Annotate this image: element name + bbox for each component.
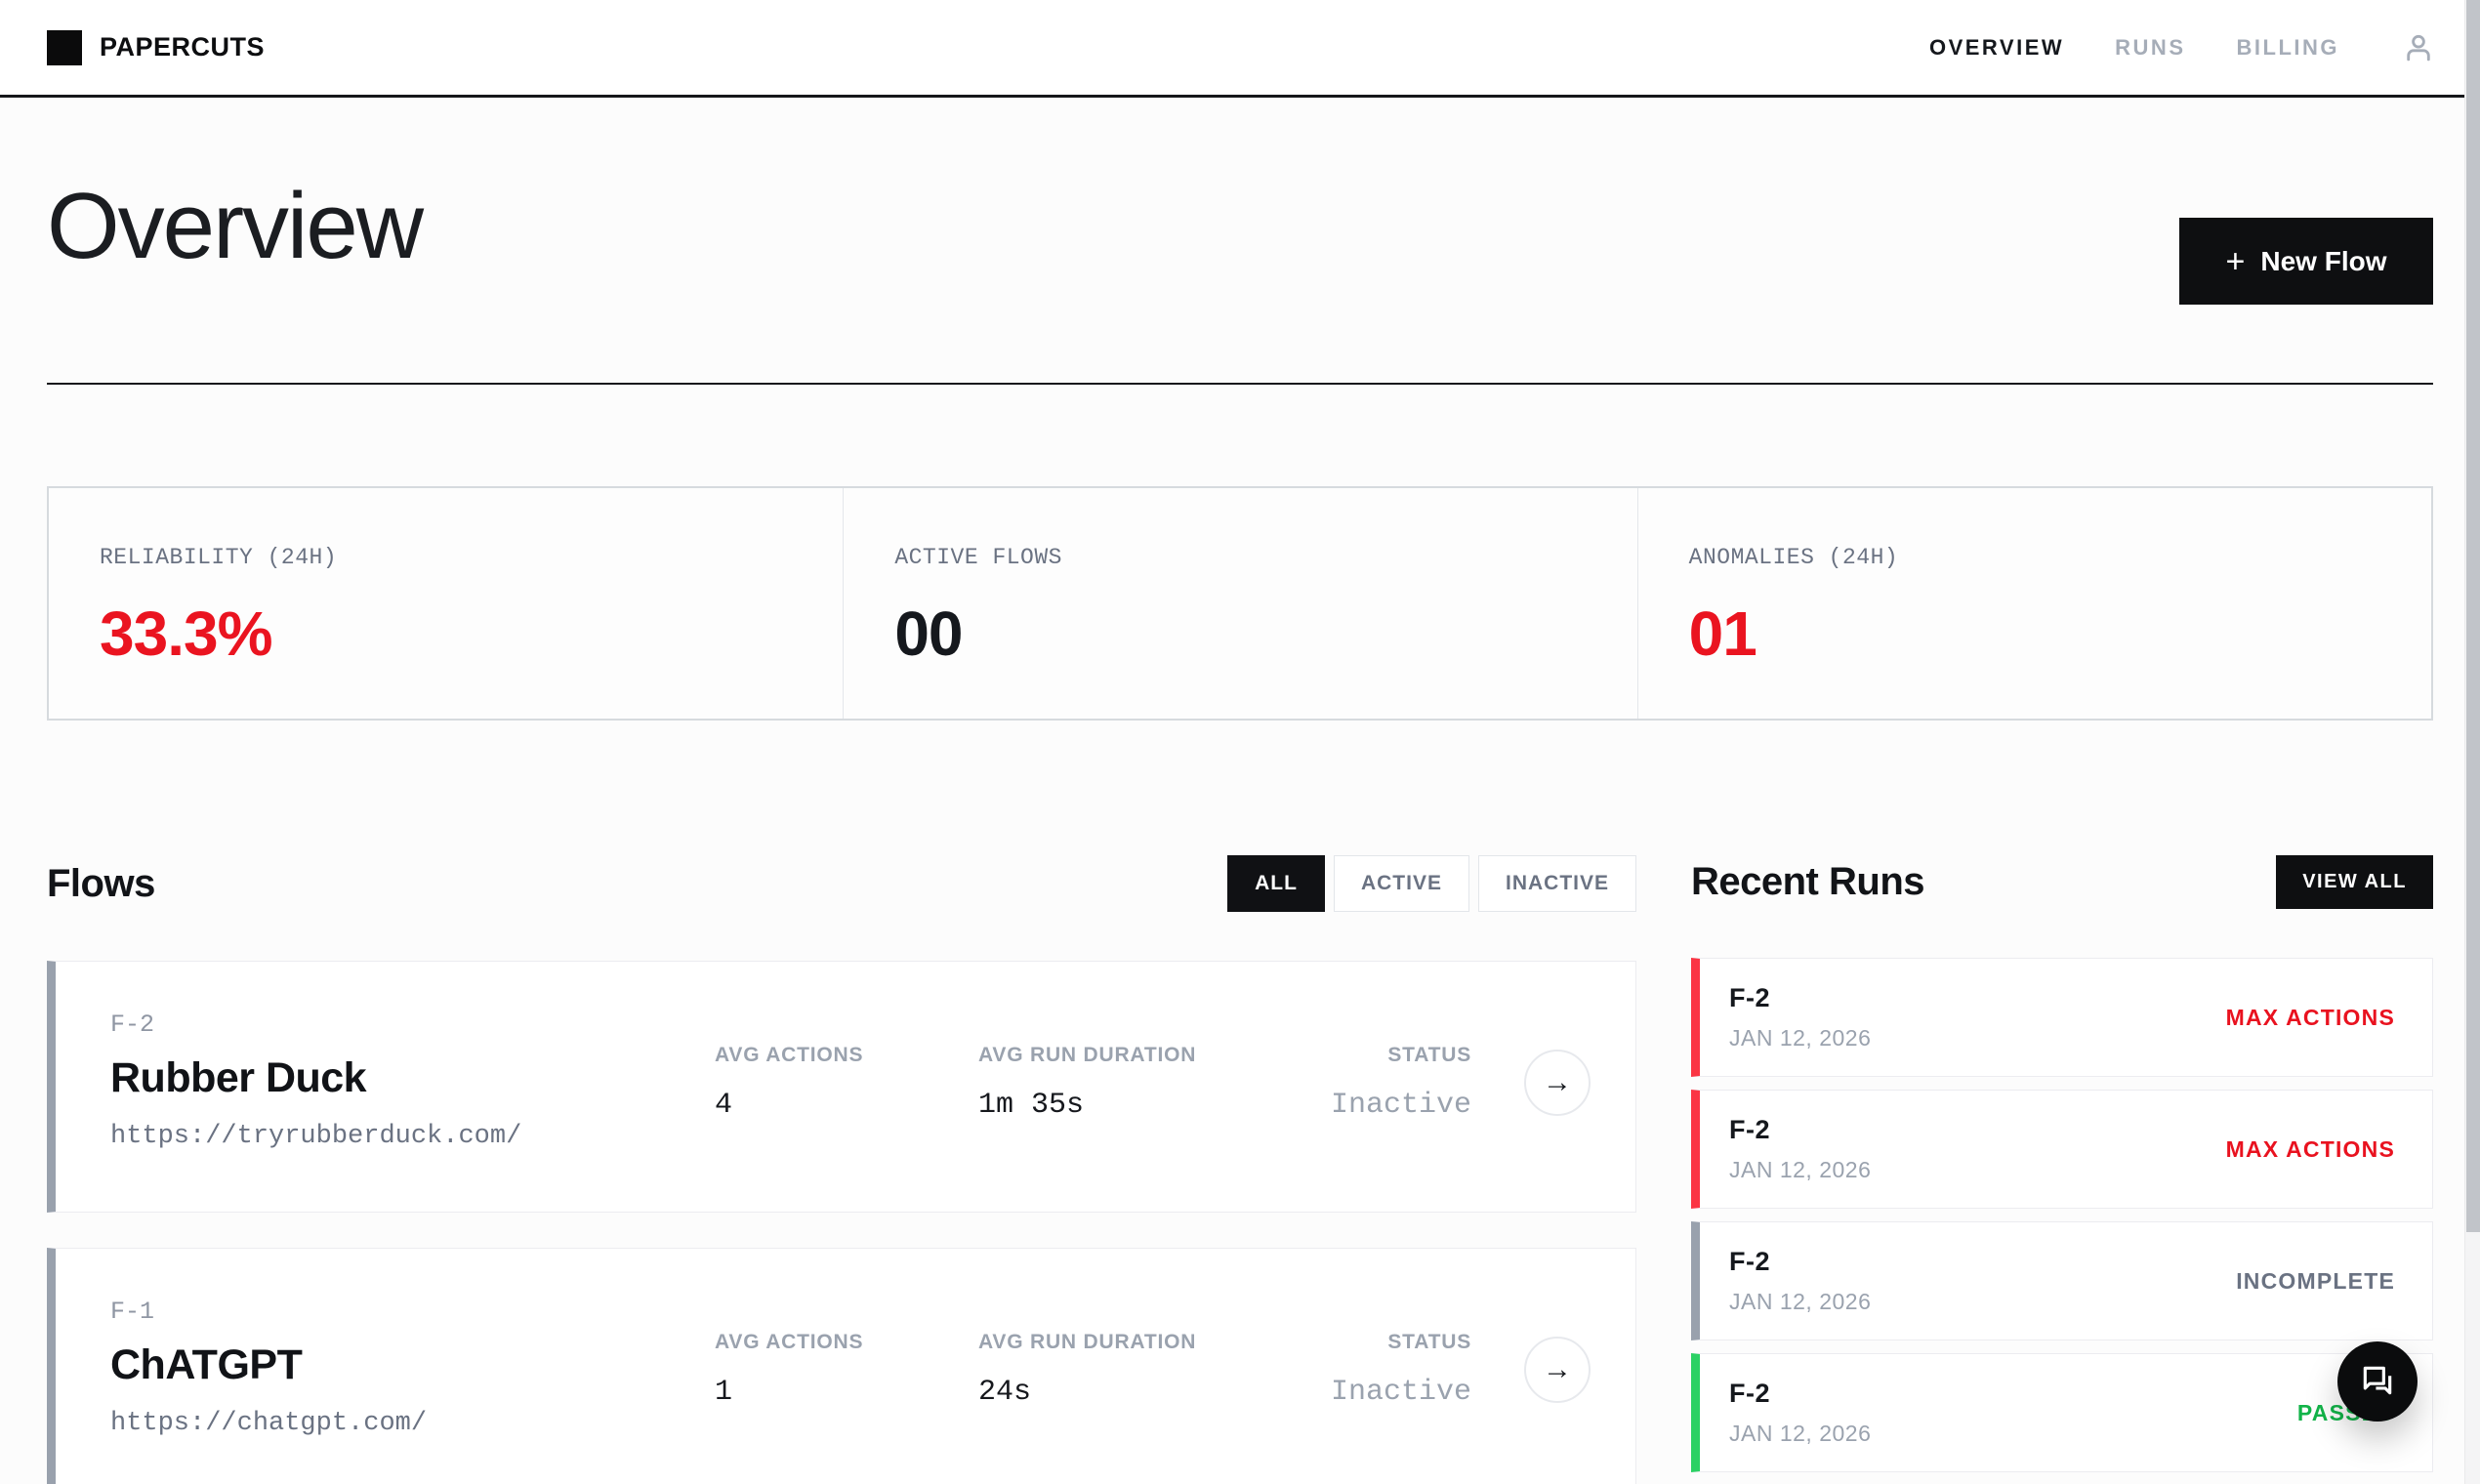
stat-value: 00	[894, 598, 963, 669]
run-status-badge: MAX ACTIONS	[2225, 1135, 2395, 1162]
nav-item-overview[interactable]: OVERVIEW	[1928, 34, 2065, 60]
run-flow-id: F-2	[1729, 1247, 1770, 1276]
flow-title: ChATGPT	[110, 1341, 303, 1388]
recent-runs-section: Recent Runs VIEW ALL F-2 JAN 12, 2026 MA…	[1691, 855, 2433, 1484]
flow-title: Rubber Duck	[110, 1054, 367, 1101]
metric-avg-run-duration: AVG RUN DURATION 1m 35s	[978, 1044, 1242, 1122]
stat-label: RELIABILITY (24H)	[100, 545, 338, 570]
flow-metrics: AVG ACTIONS 1 AVG RUN DURATION 24s STATU…	[715, 1298, 1591, 1438]
open-flow-button[interactable]: →	[1524, 1337, 1591, 1403]
stat-reliability: RELIABILITY (24H) 33.3%	[49, 488, 843, 719]
metric-value: 1m 35s	[978, 1089, 1085, 1122]
new-flow-button[interactable]: + New Flow	[2179, 218, 2433, 305]
run-card[interactable]: F-2 JAN 12, 2026 MAX ACTIONS	[1691, 958, 2433, 1077]
metric-label: AVG ACTIONS	[715, 1331, 864, 1353]
metric-value: 4	[715, 1089, 733, 1122]
brand-name: PAPERCUTS	[100, 32, 266, 62]
flow-url: https://chatgpt.com/	[110, 1409, 428, 1438]
user-account-icon[interactable]	[2400, 29, 2437, 66]
flow-card-chatgpt[interactable]: F-1 ChATGPT https://chatgpt.com/ AVG ACT…	[47, 1248, 1636, 1484]
new-flow-button-label: New Flow	[2260, 245, 2387, 276]
metric-value: Inactive	[1330, 1089, 1471, 1122]
metric-avg-run-duration: AVG RUN DURATION 24s	[978, 1331, 1242, 1409]
run-info: F-2 JAN 12, 2026	[1729, 1115, 1871, 1183]
metric-label: AVG ACTIONS	[715, 1044, 864, 1066]
flow-card-rubber-duck[interactable]: F-2 Rubber Duck https://tryrubberduck.co…	[47, 961, 1636, 1213]
top-nav: OVERVIEW RUNS BILLING	[1929, 29, 2437, 66]
view-all-button[interactable]: VIEW ALL	[2276, 855, 2433, 909]
metric-value: 24s	[978, 1376, 1032, 1409]
run-date: JAN 12, 2026	[1729, 1157, 1872, 1182]
flows-header: Flows ALL ACTIVE INACTIVE	[47, 855, 1636, 912]
stat-value: 01	[1688, 598, 1757, 669]
metric-label: STATUS	[1387, 1044, 1471, 1066]
run-card[interactable]: F-2 JAN 12, 2026 PASSED	[1691, 1353, 2433, 1472]
flow-info: F-2 Rubber Duck https://tryrubberduck.co…	[110, 1010, 521, 1151]
metric-label: AVG RUN DURATION	[978, 1331, 1197, 1353]
filter-active-button[interactable]: ACTIVE	[1333, 855, 1469, 912]
metric-status: STATUS Inactive	[1242, 1331, 1471, 1409]
brand-logo-square	[47, 29, 82, 65]
metric-avg-actions: AVG ACTIONS 4	[715, 1044, 978, 1122]
run-date: JAN 12, 2026	[1729, 1025, 1872, 1051]
metric-status: STATUS Inactive	[1242, 1044, 1471, 1122]
flow-info: F-1 ChATGPT https://chatgpt.com/	[110, 1298, 427, 1438]
nav-item-runs[interactable]: RUNS	[2115, 34, 2186, 60]
flow-id: F-1	[110, 1298, 155, 1326]
run-flow-id: F-2	[1729, 983, 1770, 1012]
recent-runs-heading: Recent Runs	[1691, 860, 1925, 903]
flow-url: https://tryrubberduck.com/	[110, 1122, 522, 1151]
page-title: Overview	[47, 174, 424, 278]
run-flow-id: F-2	[1729, 1115, 1770, 1144]
nav-item-billing[interactable]: BILLING	[2236, 34, 2339, 60]
page-head: Overview + New Flow	[47, 98, 2433, 305]
stat-label: ANOMALIES (24H)	[1688, 545, 1899, 570]
stat-value: 33.3%	[100, 598, 272, 669]
metric-label: AVG RUN DURATION	[978, 1044, 1197, 1066]
metric-value: Inactive	[1330, 1376, 1471, 1409]
arrow-right-icon: →	[1543, 1066, 1572, 1098]
top-header: PAPERCUTS OVERVIEW RUNS BILLING	[0, 0, 2480, 98]
run-info: F-2 JAN 12, 2026	[1729, 1247, 1871, 1315]
flows-heading: Flows	[47, 861, 155, 905]
flow-id: F-2	[110, 1010, 155, 1039]
flow-metrics: AVG ACTIONS 4 AVG RUN DURATION 1m 35s ST…	[715, 1010, 1591, 1151]
brand: PAPERCUTS	[47, 29, 266, 65]
run-flow-id: F-2	[1729, 1379, 1770, 1408]
flow-filters: ALL ACTIVE INACTIVE	[1227, 855, 1636, 912]
stat-active-flows: ACTIVE FLOWS 00	[843, 488, 1636, 719]
run-card[interactable]: F-2 JAN 12, 2026 MAX ACTIONS	[1691, 1090, 2433, 1209]
arrow-right-icon: →	[1543, 1353, 1572, 1385]
open-flow-button[interactable]: →	[1524, 1050, 1591, 1116]
main-content: Overview + New Flow RELIABILITY (24H) 33…	[0, 98, 2480, 1484]
run-date: JAN 12, 2026	[1729, 1421, 1872, 1446]
flows-section: Flows ALL ACTIVE INACTIVE F-2 Rubber Duc…	[47, 855, 1636, 1484]
filter-inactive-button[interactable]: INACTIVE	[1477, 855, 1636, 912]
stat-label: ACTIVE FLOWS	[894, 545, 1062, 570]
run-status-badge: MAX ACTIONS	[2225, 1004, 2395, 1030]
run-date: JAN 12, 2026	[1729, 1289, 1872, 1314]
chat-icon	[2359, 1362, 2396, 1402]
metric-label: STATUS	[1387, 1331, 1471, 1353]
title-divider	[47, 383, 2433, 385]
recent-runs-header: Recent Runs VIEW ALL	[1691, 855, 2433, 909]
run-info: F-2 JAN 12, 2026	[1729, 1379, 1871, 1447]
run-info: F-2 JAN 12, 2026	[1729, 983, 1871, 1051]
stat-anomalies: ANOMALIES (24H) 01	[1636, 488, 2431, 719]
stats-panel: RELIABILITY (24H) 33.3% ACTIVE FLOWS 00 …	[47, 486, 2433, 721]
run-card[interactable]: F-2 JAN 12, 2026 INCOMPLETE	[1691, 1221, 2433, 1340]
filter-all-button[interactable]: ALL	[1227, 855, 1325, 912]
chat-fab-button[interactable]	[2337, 1341, 2418, 1422]
plus-icon: +	[2225, 242, 2246, 280]
scrollbar-thumb[interactable]	[2466, 0, 2480, 1232]
metric-value: 1	[715, 1376, 733, 1409]
metric-avg-actions: AVG ACTIONS 1	[715, 1331, 978, 1409]
scrollbar	[2464, 0, 2480, 1484]
run-status-badge: INCOMPLETE	[2236, 1267, 2395, 1294]
